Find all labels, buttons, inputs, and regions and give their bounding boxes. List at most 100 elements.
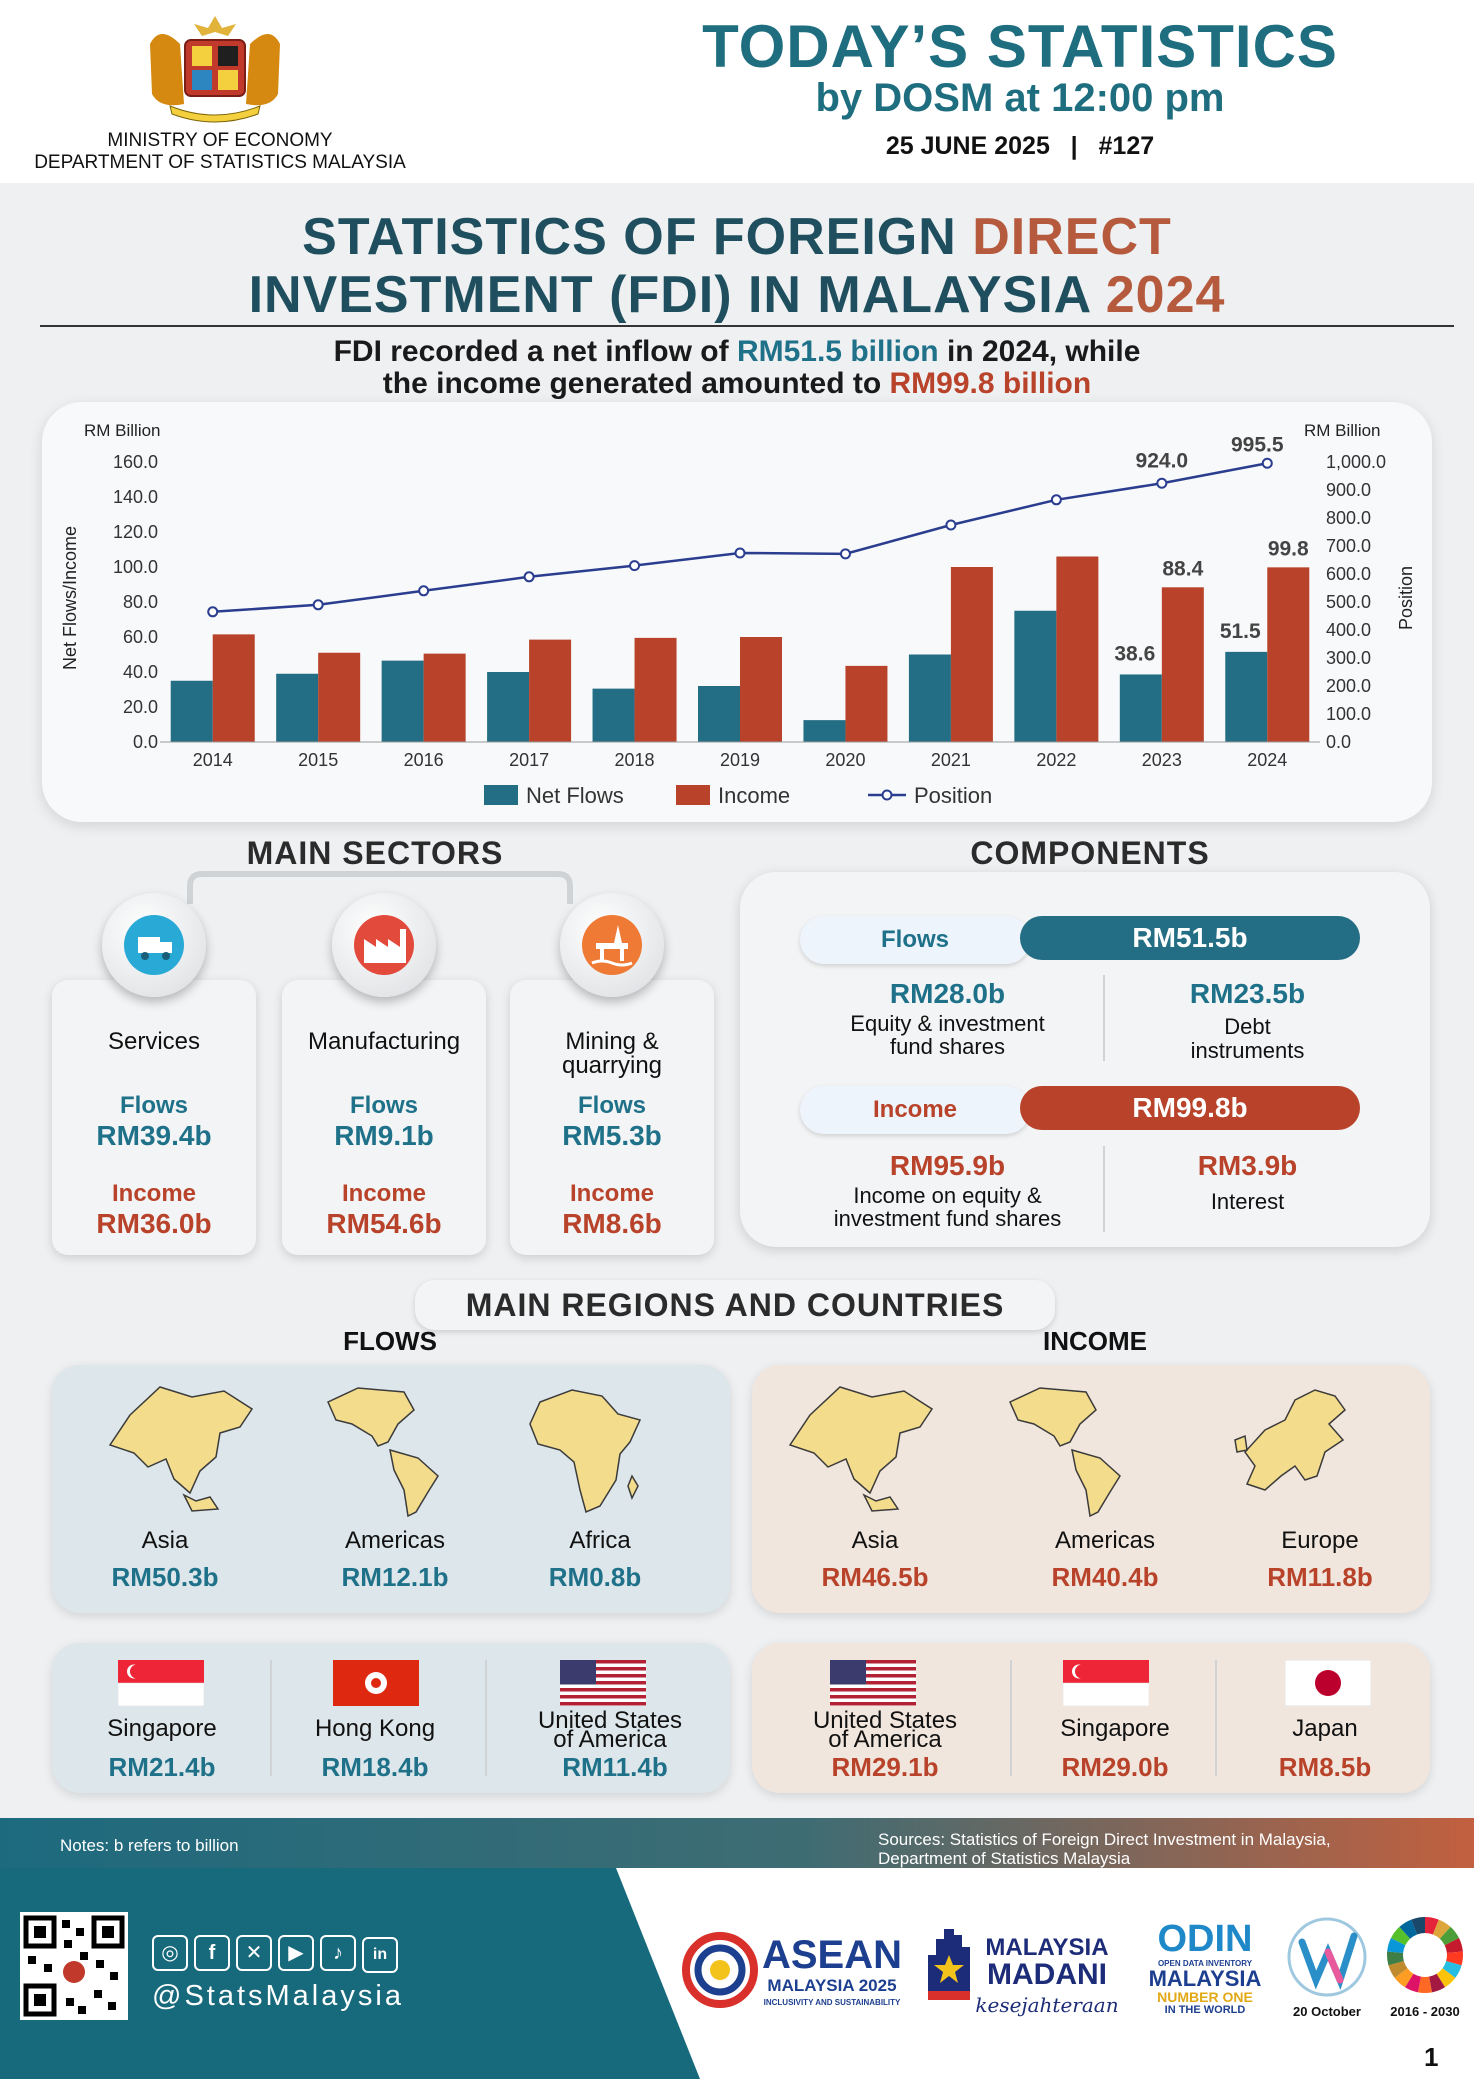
components-title: COMPONENTS [970, 835, 1210, 871]
sectors-connector [187, 871, 573, 904]
odin-logo-line-4: NUMBER ONE [1157, 1989, 1253, 2005]
flows-country-3-value: RM11.4b [562, 1752, 668, 1782]
sector-card-services [52, 980, 256, 1255]
position-point [945, 519, 957, 531]
footer-notes-strip [0, 1818, 1474, 1868]
flows-equity-text-2: fund shares [890, 1034, 1005, 1059]
usa-flag-icon [560, 1660, 646, 1706]
title-line1-a: STATISTICS OF FOREIGN [302, 208, 973, 266]
americas-map-icon-income [1009, 1387, 1121, 1518]
manufacturing-flows-label: Flows [349, 1092, 418, 1119]
position-point [312, 599, 324, 611]
sdg-wheel-segment [1399, 1919, 1418, 1939]
flows-component-label: Flows [800, 916, 1030, 964]
position-line [212, 462, 1268, 614]
income-component-total: RM99.8b [1020, 1086, 1360, 1130]
instagram-icon[interactable]: ◎ [152, 1935, 188, 1971]
sdg-years: 2016 - 2030 [1390, 2004, 1460, 2019]
x-icon[interactable]: ✕ [236, 1935, 272, 1971]
y-right-tick-label: 800.0 [1326, 508, 1371, 528]
income-interest-value: RM3.9b [1197, 1150, 1298, 1181]
singapore-flag-icon [118, 1660, 204, 1706]
position-point [1156, 477, 1168, 489]
y-right-tick-label: 600.0 [1326, 564, 1371, 584]
y-left-tick-label: 100.0 [113, 557, 158, 577]
income-country-2-value: RM29.0b [1061, 1752, 1169, 1782]
main-sectors-title: MAIN SECTORS [246, 835, 504, 871]
y-right-tick-label: 200.0 [1326, 676, 1371, 696]
asean-logo-sub: MALAYSIA 2025 [767, 1976, 897, 1995]
flows-countries-divider-2 [485, 1660, 487, 1776]
flows-country-1-name: Singapore [107, 1715, 217, 1742]
position-point [839, 548, 851, 560]
y-left-tick-label: 60.0 [123, 627, 158, 647]
income-region-2-value: RM40.4b [1051, 1562, 1159, 1592]
sources-text: Sources: Statistics of Foreign Direct In… [878, 1830, 1438, 1868]
title-line2-b: 2024 [1105, 266, 1226, 324]
odin-logo-line-2: OPEN DATA INVENTORY [1157, 1959, 1253, 1968]
flows-divider [1103, 975, 1105, 1061]
madani-logo-line-1: MALAYSIA [985, 1934, 1109, 1961]
x-tick-label: 2022 [1036, 750, 1076, 770]
sdg-wheel-segment [1436, 1968, 1456, 1988]
y-right-unit: RM Billion [1304, 421, 1381, 440]
flows-region-1-name: Asia [141, 1527, 189, 1554]
x-tick-label: 2020 [825, 750, 865, 770]
flows-2023-data-label: 38.6 [1114, 642, 1155, 665]
services-flows-label: Flows [119, 1092, 188, 1119]
facebook-icon[interactable]: f [194, 1935, 230, 1971]
social-icons: ◎ f ✕ ▶ ♪ in [152, 1935, 404, 1973]
income-country-1-name-line2: of America [828, 1726, 942, 1753]
youtube-icon[interactable]: ▶ [278, 1935, 314, 1971]
regions-title: MAIN REGIONS AND COUNTRIES [415, 1280, 1055, 1330]
y-right-tick-label: 900.0 [1326, 480, 1371, 500]
sector-name-mining-line2: quarrying [561, 1052, 663, 1079]
headline-p3: in 2024, while [938, 335, 1141, 368]
position-point [418, 585, 430, 597]
flows-region-2-name: Americas [344, 1527, 446, 1554]
hong-kong-flag-icon [333, 1660, 419, 1706]
flows-country-2-value: RM18.4b [321, 1752, 429, 1782]
income-bar [529, 639, 572, 742]
malaysia-madani-hand-logo [928, 1929, 970, 2000]
odin-logo-line-5: IN THE WORLD [1164, 2004, 1246, 2016]
legend-net-flows-label: Net Flows [526, 783, 624, 808]
services-flows-value: RM39.4b [96, 1120, 212, 1151]
legend-position-marker [881, 789, 893, 801]
factory-icon [332, 893, 436, 997]
income-interest-text: Interest [1210, 1189, 1285, 1214]
position-point [629, 560, 641, 572]
y-left-axis-label: Net Flows/Income [60, 526, 80, 670]
income-equity-text-1: Income on equity & [853, 1183, 1042, 1208]
x-tick-label: 2015 [298, 750, 338, 770]
qr-code-icon[interactable] [20, 1912, 128, 2020]
position-point [1050, 494, 1062, 506]
mining-flows-label: Flows [577, 1092, 646, 1119]
income-bar [318, 652, 361, 742]
sources-line-1: Sources: Statistics of Foreign Direct In… [878, 1830, 1331, 1849]
legend-income-swatch [676, 785, 710, 805]
sector-name-mining: Mining & [565, 1028, 659, 1055]
linkedin-icon[interactable]: in [362, 1937, 398, 1973]
y-left-tick-label: 120.0 [113, 522, 158, 542]
income-bar [1056, 556, 1099, 742]
y-left-tick-label: 140.0 [113, 487, 158, 507]
sdg-wheel-segment [1446, 1951, 1463, 1966]
mining-income-label: Income [569, 1180, 655, 1207]
tiktok-icon[interactable]: ♪ [320, 1935, 356, 1971]
sdg-wheel-segment [1394, 1968, 1414, 1988]
sdg-wheel-segment [1411, 1917, 1425, 1935]
income-component-label: Income [800, 1086, 1030, 1134]
flows-region-2-value: RM12.1b [341, 1562, 449, 1592]
flows-region-1-value: RM50.3b [111, 1562, 219, 1592]
position-point [523, 571, 535, 583]
income-column-heading: INCOME [1043, 1326, 1147, 1356]
issue-date: 25 JUNE 2025 | #127 [885, 132, 1155, 160]
services-income-value: RM36.0b [96, 1208, 212, 1239]
y-right-tick-label: 300.0 [1326, 648, 1371, 668]
x-tick-label: 2024 [1247, 750, 1287, 770]
y-right-tick-label: 0.0 [1326, 732, 1351, 752]
page-number: 1 [1424, 2042, 1439, 2072]
page-title: STATISTICS OF FOREIGN DIRECT INVESTMENT … [100, 208, 1374, 324]
income-bar [1161, 587, 1204, 742]
